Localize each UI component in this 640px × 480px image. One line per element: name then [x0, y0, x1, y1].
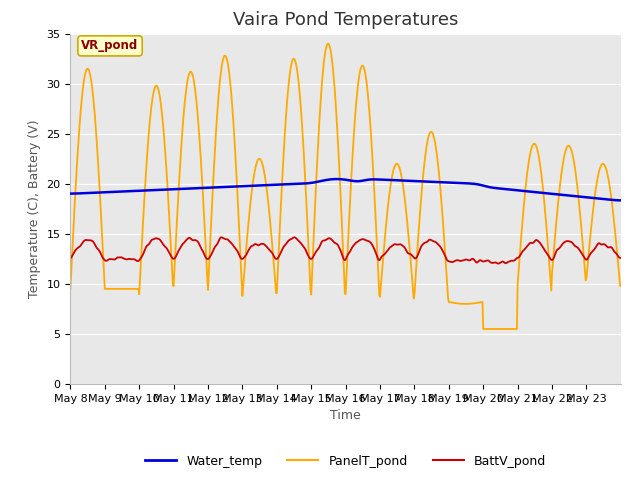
X-axis label: Time: Time: [330, 409, 361, 422]
Text: VR_pond: VR_pond: [81, 39, 139, 52]
Legend: Water_temp, PanelT_pond, BattV_pond: Water_temp, PanelT_pond, BattV_pond: [140, 450, 551, 473]
Y-axis label: Temperature (C), Battery (V): Temperature (C), Battery (V): [28, 120, 41, 298]
Title: Vaira Pond Temperatures: Vaira Pond Temperatures: [233, 11, 458, 29]
